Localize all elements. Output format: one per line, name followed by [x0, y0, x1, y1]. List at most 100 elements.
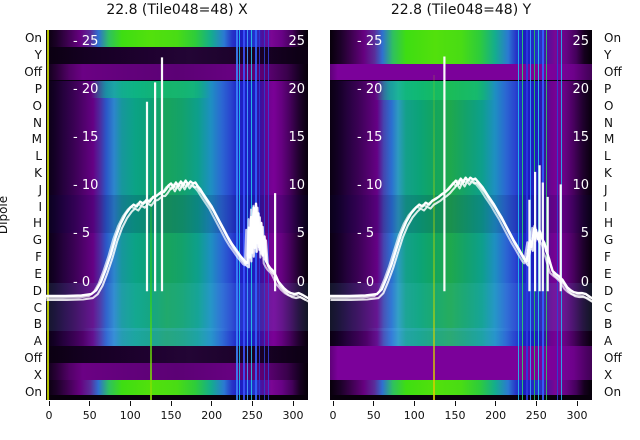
dipole-label: B [604, 317, 613, 332]
dipole-label: N [33, 115, 42, 130]
heatmap-band-light-tint [330, 283, 592, 331]
dipole-label: D [604, 283, 614, 298]
inner-tick-label-right: 0 [296, 274, 305, 290]
dipole-label: P [34, 81, 42, 96]
x-tick-label: 300 [282, 409, 304, 422]
rfi-streak-line [268, 30, 269, 400]
dipole-label: On [24, 31, 42, 46]
inner-tick-label-right: 5 [580, 226, 589, 242]
inner-tick-label-left: - 10 [357, 178, 383, 194]
dipole-label: I [604, 199, 608, 214]
x-tick-mark [576, 401, 578, 406]
dipole-label: N [604, 115, 613, 130]
dipole-label: Y [34, 48, 42, 63]
dipole-label: O [604, 98, 614, 113]
x-tick-label: 0 [45, 409, 53, 422]
inner-tick-label-right: 0 [580, 274, 589, 290]
dipole-label: F [604, 250, 611, 264]
x-tick-mark [495, 401, 497, 406]
inner-tick-label-right: 25 [572, 34, 589, 49]
inner-tick-label-right: 10 [572, 178, 589, 194]
dipole-label: G [604, 233, 614, 248]
dipole-label: M [604, 132, 615, 147]
heatmap-panel-x: - 25 25 - 20 20 - 15 15 - 10 10 - 5 5 - 0 0 [46, 30, 308, 400]
heatmap-band-on-bottom [330, 380, 592, 395]
dipole-label: M [31, 132, 42, 147]
x-tick-label: 100 [119, 409, 141, 422]
rfi-streak-line [264, 30, 265, 400]
heatmap-band-a-tint [46, 328, 308, 346]
inner-tick-label-left: - 25 [73, 34, 99, 49]
rfi-streak-line [542, 30, 544, 400]
rfi-streak-line [243, 30, 245, 400]
rfi-streak-line [538, 30, 540, 400]
x-tick-label: 100 [403, 409, 425, 422]
dipole-label: K [604, 166, 612, 180]
x-tick-label: 200 [485, 409, 507, 422]
dipole-label: K [34, 166, 42, 180]
heatmap-band-off-top [330, 63, 592, 81]
dipole-label: J [38, 182, 42, 197]
rfi-streak-line [259, 30, 260, 400]
inner-tick-label-right: 20 [572, 82, 589, 98]
rfi-streak-line [236, 30, 238, 400]
rfi-streak-line [546, 30, 548, 400]
x-tick-label: 0 [329, 409, 337, 422]
dipole-label: D [32, 283, 42, 298]
dipole-label: C [33, 300, 42, 315]
x-tick-label: 50 [82, 409, 97, 422]
dipole-label: X [33, 367, 42, 382]
x-tick-mark [170, 401, 172, 406]
dipole-label: On [24, 384, 42, 399]
dipole-label: H [604, 216, 614, 231]
x-tick-mark [454, 401, 456, 406]
rfi-streak-line [239, 30, 241, 400]
x-tick-mark [48, 401, 50, 406]
heatmap-band-x-row [46, 363, 308, 380]
heatmap-panel-y: - 25 25 - 20 20 - 15 15 - 10 10 - 5 5 - 0 0 [330, 30, 592, 400]
dipole-label: Y [604, 48, 612, 63]
heatmap-band-on-y-top [330, 30, 592, 64]
rfi-streak-line [526, 30, 528, 400]
inner-tick-label-left: - 20 [357, 82, 383, 98]
heatmap-band-p-tint [46, 80, 308, 98]
dipole-label: F [35, 250, 42, 264]
dipole-label: L [35, 149, 42, 164]
x-tick-label: 300 [566, 409, 588, 422]
inner-tick-label-left: - 0 [73, 274, 91, 290]
x-tick-mark [332, 401, 334, 406]
dipole-label: J [604, 182, 608, 197]
heatmap-band-on-bottom [46, 380, 308, 395]
dipole-label: I [38, 199, 42, 214]
inner-tick-label-left: - 5 [73, 226, 91, 242]
dipole-label: Off [24, 351, 42, 365]
heatmap-band-a-tint [330, 328, 592, 346]
inner-tick-label-left: - 15 [73, 130, 99, 146]
dipole-label: H [32, 216, 42, 231]
inner-tick-label-right: 25 [288, 34, 305, 49]
x-tick-mark [211, 401, 213, 406]
inner-tick-label-left: - 0 [357, 274, 375, 290]
heatmap-band-bottom-edge [46, 394, 308, 400]
x-tick-mark [292, 401, 294, 406]
rfi-streak-line [522, 30, 524, 400]
heatmap-band-off-top [46, 63, 308, 81]
dipole-label: O [32, 98, 42, 113]
panel-title-y: 22.8 (Tile048=48) Y [390, 2, 532, 18]
dipole-label: E [604, 266, 612, 281]
dipole-label: C [604, 300, 613, 315]
heatmap-band-on-top [46, 30, 308, 47]
heatmap-band-off-bot-dark [46, 346, 308, 363]
x-tick-mark [413, 401, 415, 406]
x-tick-label: 250 [525, 409, 547, 422]
rfi-streak-line [255, 30, 257, 400]
dipole-label: On [604, 31, 622, 46]
rfi-streak-line [534, 30, 536, 400]
dipole-label: X [604, 367, 613, 382]
rfi-streak-line [247, 30, 249, 400]
x-tick-label: 50 [366, 409, 381, 422]
inner-tick-label-left: - 25 [357, 34, 383, 49]
dipole-label: A [33, 334, 42, 349]
rfi-streak-line [561, 30, 562, 400]
heatmap-band-off-x-bot [330, 346, 592, 380]
